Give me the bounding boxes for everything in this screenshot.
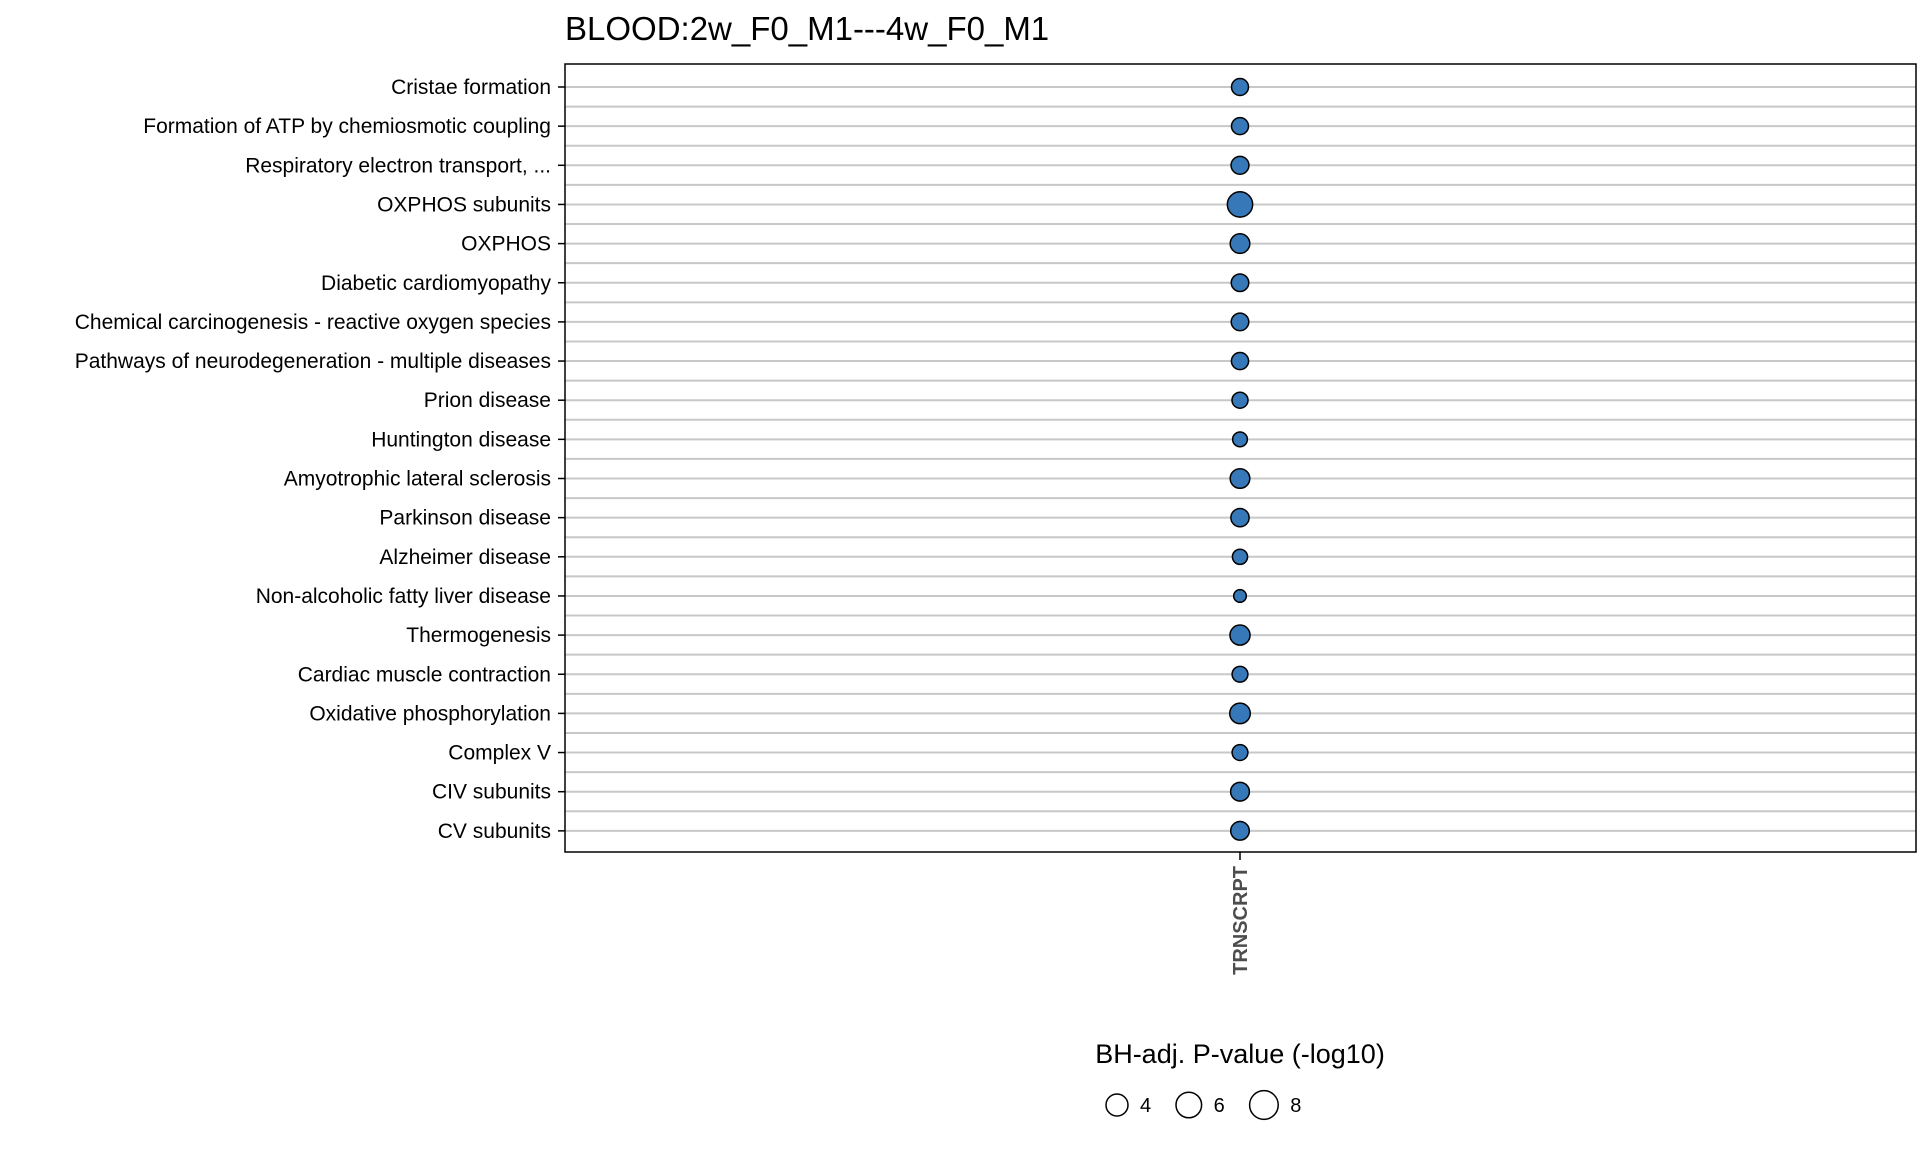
y-tick-label: Thermogenesis: [406, 624, 551, 647]
y-tick-label: Formation of ATP by chemiosmotic couplin…: [143, 115, 551, 138]
data-point: [1230, 116, 1250, 136]
data-point: [1226, 191, 1254, 218]
legend: BH-adj. P-value (-log10) 4 6 8: [1095, 1039, 1385, 1121]
data-point: [1230, 273, 1250, 293]
x-tick-label: TRNSCRPT: [1230, 866, 1252, 975]
data-point: [1231, 665, 1249, 683]
y-tick-label: Pathways of neurodegeneration - multiple…: [75, 350, 551, 373]
y-tick-label: Parkinson disease: [379, 507, 551, 530]
y-tick-label: Huntington disease: [371, 428, 551, 451]
y-tick-label: Non-alcoholic fatty liver disease: [256, 585, 551, 608]
y-tick-label: Alzheimer disease: [379, 546, 551, 569]
legend-key-label: 6: [1214, 1095, 1225, 1117]
data-point: [1230, 351, 1250, 371]
y-tick-label: CIV subunits: [432, 781, 551, 804]
y-tick-label: Cristae formation: [391, 76, 551, 99]
x-axis: TRNSCRPT: [1230, 852, 1252, 975]
data-points: [1226, 77, 1254, 841]
y-tick-label: Cardiac muscle contraction: [298, 663, 551, 686]
chart-title: BLOOD:2w_F0_M1---4w_F0_M1: [565, 10, 1049, 47]
data-point: [1230, 507, 1250, 528]
y-tick-label: CV subunits: [438, 820, 551, 843]
y-axis: Cristae formation Formation of ATP by che…: [75, 76, 565, 843]
legend-key-label: 8: [1290, 1095, 1301, 1117]
y-tick-label: Amyotrophic lateral sclerosis: [284, 468, 551, 491]
data-point: [1229, 467, 1251, 490]
y-tick-label: Complex V: [448, 742, 551, 765]
y-tick-label: Chemical carcinogenesis - reactive oxyge…: [75, 311, 551, 334]
data-point: [1231, 743, 1249, 762]
y-tick-label: OXPHOS: [461, 233, 551, 256]
data-point: [1228, 702, 1252, 725]
legend-key-label: 4: [1140, 1095, 1151, 1117]
y-tick-label: Prion disease: [424, 389, 551, 412]
legend-title: BH-adj. P-value (-log10): [1095, 1039, 1385, 1069]
data-point: [1230, 312, 1250, 332]
data-point: [1229, 624, 1251, 646]
data-point: [1231, 391, 1249, 409]
y-tick-label: OXPHOS subunits: [377, 193, 551, 216]
y-tick-label: Respiratory electron transport, ...: [245, 154, 551, 177]
y-tick-label: Diabetic cardiomyopathy: [321, 272, 551, 295]
data-point: [1229, 233, 1251, 255]
data-point: [1229, 820, 1251, 841]
data-point: [1229, 781, 1251, 802]
y-tick-label: Oxidative phosphorylation: [309, 702, 551, 725]
legend-key-circle: [1105, 1093, 1129, 1117]
legend-key-circle: [1248, 1089, 1279, 1121]
data-point: [1231, 548, 1249, 566]
data-point: [1230, 77, 1250, 97]
data-point: [1230, 155, 1250, 175]
data-point: [1231, 431, 1249, 448]
legend-key-circle: [1175, 1091, 1203, 1119]
data-point: [1232, 588, 1248, 604]
